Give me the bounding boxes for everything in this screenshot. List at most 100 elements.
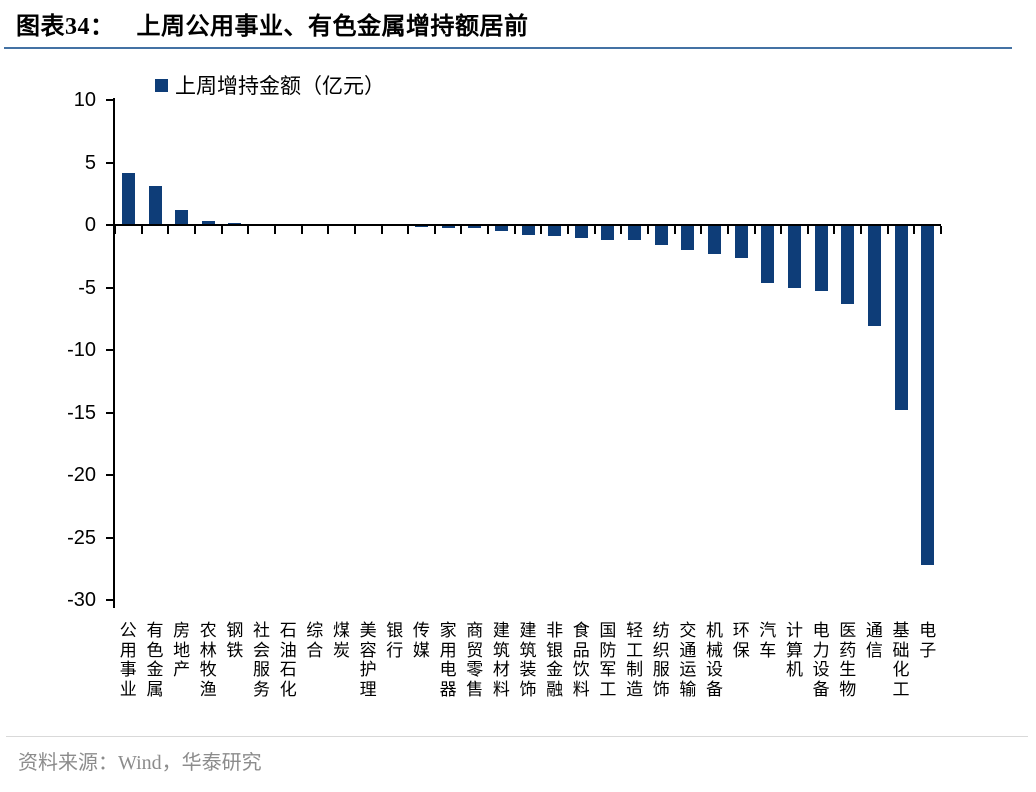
x-axis-label: 电力设备 [810, 621, 832, 699]
x-axis-label-char: 金 [146, 660, 164, 679]
x-axis-label-char: 房 [173, 621, 191, 640]
x-axis-tick [327, 226, 330, 234]
x-axis-tick [407, 226, 410, 234]
y-axis-tick [106, 286, 115, 289]
x-axis-label-char: 输 [679, 679, 697, 699]
x-axis-label: 银行 [384, 621, 406, 660]
x-axis-label-char: 服 [253, 660, 270, 679]
x-axis-label-char: 产 [173, 660, 191, 679]
x-axis-label: 电子 [917, 621, 939, 660]
x-axis-label-char: 子 [919, 640, 937, 660]
x-axis-label-char: 电 [439, 660, 457, 679]
x-axis-label-char: 行 [386, 640, 404, 660]
x-axis-label: 通信 [863, 621, 885, 660]
x-axis-label-char: 计 [786, 621, 803, 640]
x-axis-label-char: 林 [199, 640, 217, 660]
x-axis-label: 家用电器 [437, 621, 459, 699]
x-axis-tick [114, 226, 116, 234]
x-axis-label: 食品饮料 [570, 621, 592, 699]
y-axis-tick-label: -30 [67, 589, 96, 611]
x-axis-label-char: 炭 [333, 640, 350, 660]
bar [548, 225, 562, 237]
x-axis-label-char: 保 [732, 640, 750, 660]
source-note: 资料来源：Wind，华泰研究 [18, 752, 262, 774]
x-axis-tick [513, 226, 516, 234]
x-axis-label-char: 食 [572, 621, 590, 640]
x-axis-label-char: 零 [466, 660, 484, 679]
x-axis-label: 农林牧渔 [197, 621, 219, 699]
x-axis-label-char: 牧 [199, 660, 217, 679]
bar [601, 225, 615, 240]
x-axis-label-char: 属 [146, 679, 164, 699]
bar [681, 225, 695, 250]
x-axis-label: 机械设备 [704, 621, 726, 699]
x-axis-label-char: 防 [599, 640, 617, 660]
x-axis-tick [300, 226, 303, 234]
x-axis-label-char: 生 [839, 660, 857, 679]
x-axis-tick [673, 226, 676, 234]
x-axis-label-char: 贸 [466, 640, 484, 660]
x-axis-label-char: 饰 [519, 679, 537, 699]
x-axis-tick [140, 226, 143, 234]
legend-label: 上周增持金额（亿元） [175, 74, 385, 98]
x-axis-label-char: 媒 [412, 640, 430, 660]
x-axis-label-char: 银 [386, 621, 404, 640]
bar [867, 225, 881, 327]
bar [201, 221, 215, 226]
x-axis-label-char: 装 [519, 660, 537, 679]
x-axis-label: 公用事业 [117, 621, 139, 699]
x-axis-label-char: 售 [466, 679, 484, 699]
x-axis-label-char: 筑 [492, 640, 510, 660]
x-axis-label: 建筑装饰 [517, 621, 539, 699]
y-axis-tick-label: -20 [67, 464, 96, 486]
bar [574, 225, 588, 238]
bar [148, 186, 162, 226]
chart-title-prefix: 图表34： [16, 14, 115, 40]
x-axis-label-char: 综 [306, 621, 324, 640]
x-axis-label-char: 织 [652, 640, 670, 660]
x-axis-label-char: 料 [492, 679, 510, 699]
x-axis-label-char: 算 [786, 640, 803, 660]
x-axis-label-char: 设 [706, 660, 723, 679]
x-axis-label-char: 设 [812, 660, 830, 679]
bar [628, 225, 642, 240]
x-axis-label-char: 融 [546, 679, 564, 699]
x-axis-label-char: 机 [786, 660, 803, 679]
x-axis-label: 基础化工 [890, 621, 912, 699]
x-axis-tick [247, 226, 250, 234]
y-axis-tick [106, 599, 115, 601]
y-axis-tick-label: -25 [67, 526, 96, 549]
x-axis-label-char: 轻 [626, 621, 644, 640]
bar [175, 210, 189, 225]
bar [121, 172, 135, 225]
x-axis-label-char: 力 [812, 640, 830, 660]
title-underline [4, 47, 1012, 49]
x-axis-label-char: 石 [279, 660, 297, 679]
x-axis-tick [273, 226, 276, 234]
x-axis-label-char: 筑 [519, 640, 537, 660]
bar [494, 225, 508, 232]
x-axis-label: 钢铁 [224, 621, 246, 660]
y-axis-tick [106, 349, 115, 351]
bar [814, 225, 828, 292]
x-axis-label-char: 用 [439, 640, 457, 660]
x-axis-tick [433, 226, 436, 234]
x-axis-label-char: 电 [812, 621, 830, 640]
x-axis-label-char: 建 [492, 621, 510, 640]
x-axis-label-char: 军 [599, 660, 617, 679]
x-axis-label-char: 地 [173, 640, 191, 660]
x-axis-label-char: 饮 [572, 660, 590, 679]
bar [921, 225, 935, 565]
x-axis-label-char: 容 [359, 640, 377, 660]
x-axis-label-char: 业 [119, 679, 137, 699]
x-axis-label: 非银金融 [544, 621, 566, 699]
y-axis-tick [106, 474, 115, 476]
x-axis-label-char: 基 [892, 621, 910, 640]
x-axis-label: 综合 [304, 621, 326, 660]
x-axis-tick [886, 226, 889, 234]
x-axis-label-char: 建 [519, 621, 537, 640]
x-axis-label-char: 料 [572, 679, 590, 699]
x-axis-label-char: 社 [253, 621, 270, 640]
x-axis-label-char: 信 [865, 640, 883, 660]
